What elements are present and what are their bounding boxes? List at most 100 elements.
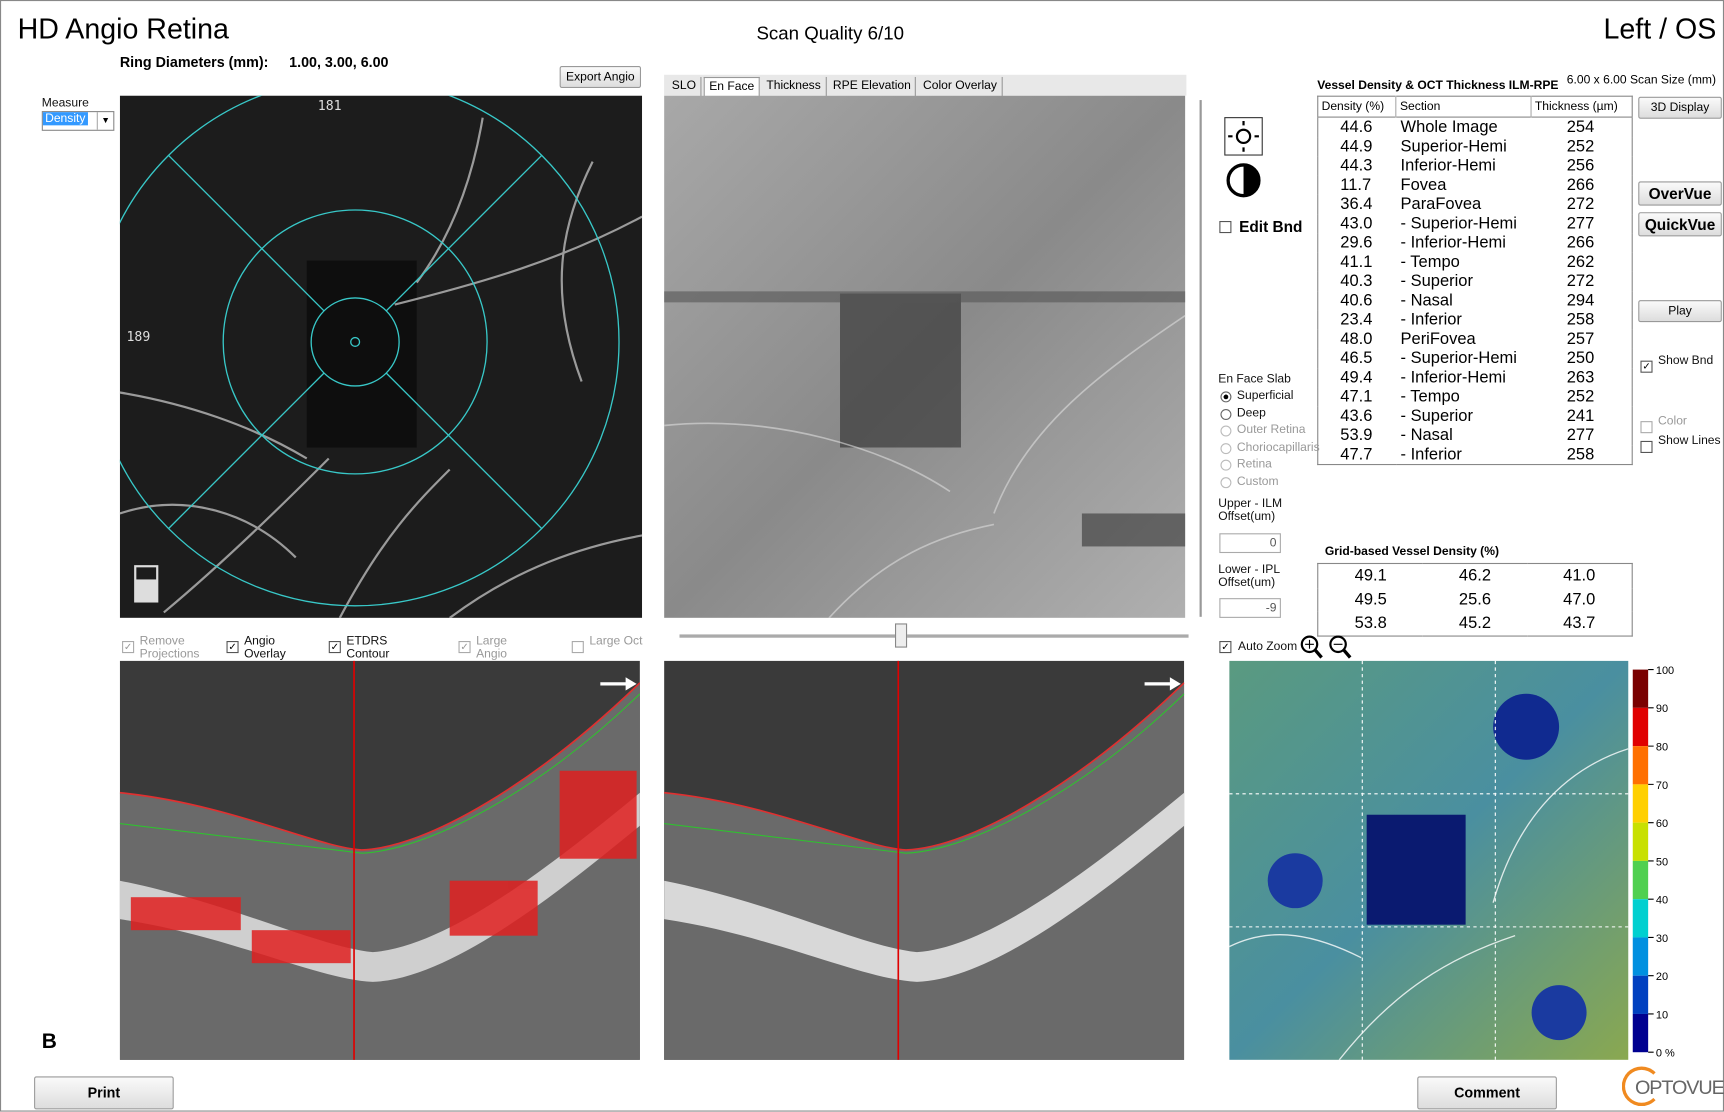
grid-title: Grid-based Vessel Density (%) [1325,545,1499,558]
colorbar-segment [1633,1014,1648,1052]
table-cell: 258 [1531,310,1632,329]
table-cell: 252 [1531,137,1632,156]
right-button[interactable]: 3D Display [1638,97,1722,119]
right-check-checkbox[interactable] [1640,441,1652,453]
table-cell: Superior-Hemi [1396,137,1531,156]
grid-cell: 53.8 [1318,611,1423,635]
grid-cell: 41.0 [1527,563,1632,587]
lower-offset-input[interactable]: -9 [1219,598,1281,618]
slab-radio[interactable] [1220,391,1231,402]
zoom-buttons[interactable] [1299,634,1356,660]
table-cell: 241 [1531,406,1632,425]
tab[interactable]: RPE Elevation [828,77,916,97]
print-button[interactable]: Print [34,1076,174,1109]
scan-option-checkbox[interactable] [572,641,584,653]
colorbar-segment [1633,708,1648,746]
slab-radio[interactable] [1220,477,1231,488]
table-cell: ParaFovea [1396,195,1531,214]
top-marker: 181 [318,98,342,113]
table-cell: 40.3 [1318,272,1396,291]
scan-option-label: Angio Overlay [244,634,308,660]
table-cell: 29.6 [1318,233,1396,252]
table-title: Vessel Density & OCT Thickness ILM-RPE [1317,79,1558,92]
table-cell: Inferior-Hemi [1396,156,1531,175]
slab-radio[interactable] [1220,460,1231,471]
table-cell: - Superior [1396,406,1531,425]
edit-bnd-label: Edit Bnd [1239,218,1302,236]
upper-offset-input[interactable]: 0 [1219,533,1281,553]
slab-radio[interactable] [1220,426,1231,437]
column-header: Density (%) [1318,96,1396,117]
table-cell: 277 [1531,426,1632,445]
colorbar-segment [1633,746,1648,784]
slab-label: Custom [1237,474,1279,487]
scan-size: 6.00 x 6.00 Scan Size (mm) [1567,74,1716,87]
auto-zoom-checkbox[interactable]: ✓ [1219,641,1231,653]
slider-thumb[interactable] [895,623,907,647]
right-check-label: Show Lines [1658,434,1722,447]
scan-option-checkbox[interactable]: ✓ [329,641,341,653]
table-cell: 43.0 [1318,214,1396,233]
colorbar-label: 0 % [1656,1048,1675,1060]
tab[interactable]: Thickness [762,77,826,97]
scan-option-checkbox[interactable]: ✓ [458,641,470,653]
table-cell: 266 [1531,175,1632,194]
angio-enface-image [120,96,642,618]
density-map-image [1229,661,1628,1060]
edit-bnd-checkbox[interactable] [1219,221,1231,233]
slab-label: Deep [1237,406,1266,419]
right-button[interactable]: OverVue [1638,181,1722,205]
right-check-checkbox[interactable] [1640,421,1652,433]
measure-dropdown[interactable]: Density ▼ [42,111,115,131]
colorbar-segment [1633,861,1648,899]
tab[interactable]: Color Overlay [919,77,1003,97]
table-cell: - Superior-Hemi [1396,214,1531,233]
brightness-contrast-icons[interactable] [1224,117,1266,201]
scan-quality: Scan Quality 6/10 [756,23,904,45]
slab-radio[interactable] [1220,408,1231,419]
angio-bscan-image [120,661,640,1060]
table-cell: 257 [1531,329,1632,348]
table-cell: 252 [1531,387,1632,406]
right-check-checkbox[interactable]: ✓ [1640,361,1652,373]
table-cell: 11.7 [1318,175,1396,194]
tab[interactable]: SLO [667,77,701,97]
table-cell: - Nasal [1396,426,1531,445]
scan-option-checkbox[interactable]: ✓ [122,641,134,653]
table-cell: - Tempo [1396,387,1531,406]
measure-label: Measure [42,97,89,110]
colorbar-label: 60 [1656,818,1668,830]
table-cell: - Inferior [1396,445,1531,465]
export-angio-button[interactable]: Export Angio [560,66,641,88]
scan-option-checkbox[interactable]: ✓ [226,641,238,653]
enface-image [664,96,1185,618]
slab-radio[interactable] [1220,443,1231,454]
colorbar-label: 90 [1656,703,1668,715]
grid-cell: 49.1 [1318,563,1423,587]
measure-value: Density [43,112,88,125]
app-window: HD Angio Retina Scan Quality 6/10 Left /… [0,0,1724,1112]
right-button[interactable]: Play [1638,300,1722,322]
left-marker: 189 [126,329,150,344]
comment-button[interactable]: Comment [1417,1076,1557,1109]
colorbar-label: 70 [1656,780,1668,792]
app-title: HD Angio Retina [18,12,229,46]
scan-option-label: Large Oct [589,634,653,647]
table-cell: - Superior [1396,272,1531,291]
right-check-label: Show Bnd [1658,354,1722,367]
grid-cell: 47.0 [1527,588,1632,612]
table-cell: 272 [1531,195,1632,214]
table-cell: 256 [1531,156,1632,175]
right-button[interactable]: QuickVue [1638,212,1722,236]
colorbar-label: 30 [1656,933,1668,945]
panel-letter: B [42,1030,57,1054]
